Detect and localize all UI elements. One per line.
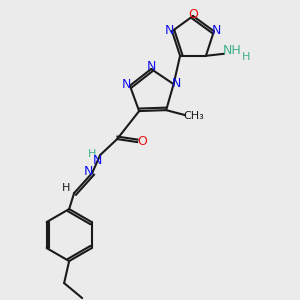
Text: H: H [62, 183, 70, 193]
Text: N: N [212, 24, 222, 37]
Text: O: O [188, 8, 198, 20]
Text: O: O [137, 135, 147, 148]
Text: NH: NH [223, 44, 241, 57]
Text: CH₃: CH₃ [184, 111, 205, 121]
Text: H: H [88, 149, 96, 159]
Text: N: N [164, 24, 174, 37]
Text: N: N [146, 59, 156, 73]
Text: N: N [83, 165, 93, 178]
Text: N: N [172, 76, 181, 90]
Text: N: N [92, 154, 102, 166]
Text: N: N [122, 78, 132, 91]
Text: H: H [242, 52, 250, 62]
